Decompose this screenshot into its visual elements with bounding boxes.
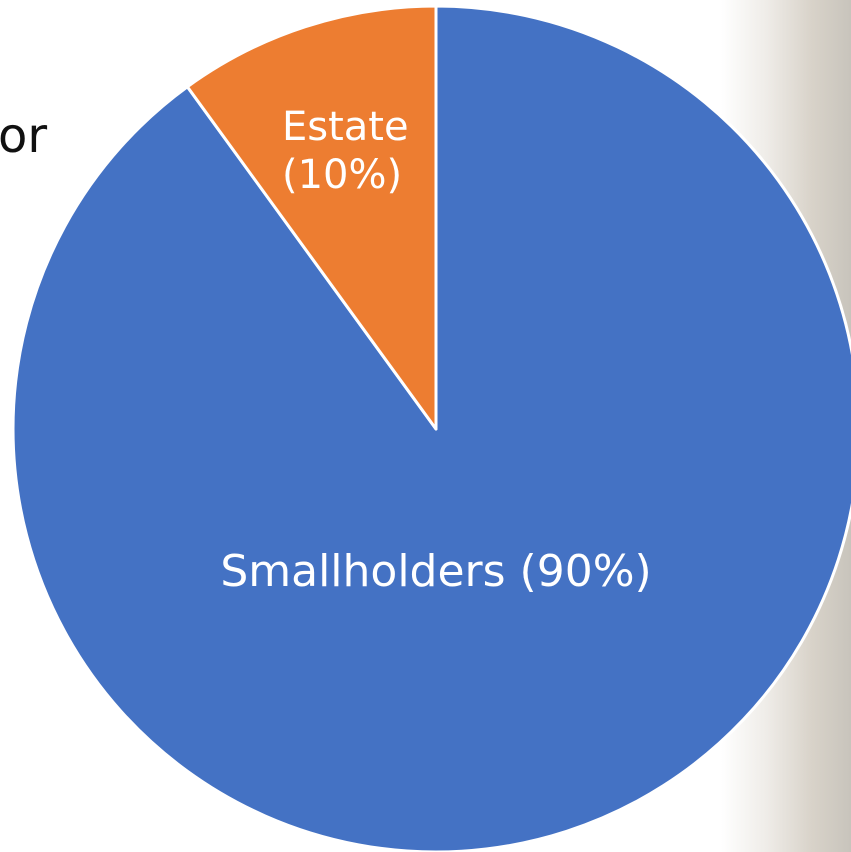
pie-slice-smallholders bbox=[11, 4, 851, 852]
background-clipped-text: or bbox=[0, 108, 48, 164]
pie-slice-estate bbox=[185, 4, 438, 431]
slice-label-estate-name: Estate bbox=[282, 104, 409, 150]
slice-label-estate: Estate (10%) bbox=[282, 104, 421, 198]
slice-label-estate-percent: (10%) bbox=[282, 152, 402, 198]
slice-label-smallholders: Smallholders (90%) bbox=[220, 546, 651, 597]
pie-slices bbox=[11, 4, 851, 852]
